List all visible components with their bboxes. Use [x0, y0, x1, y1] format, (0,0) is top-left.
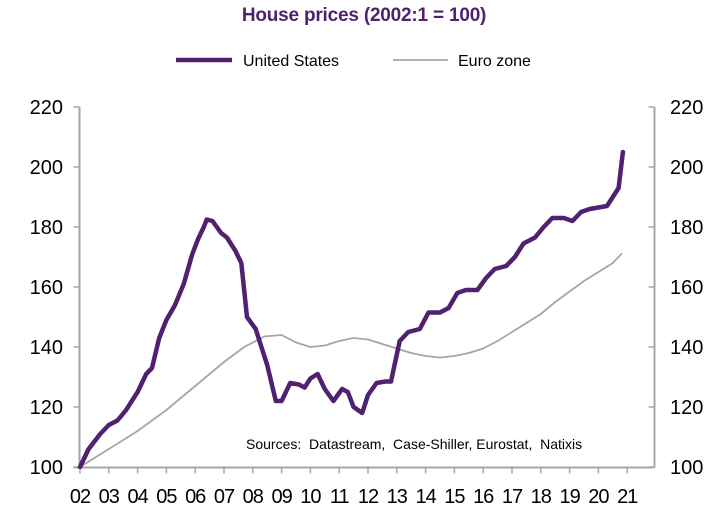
x-tick-label: 10 — [300, 486, 321, 508]
y-tick-label-left: 180 — [30, 217, 63, 239]
x-tick-label: 16 — [473, 486, 494, 508]
legend-label-euro-zone: Euro zone — [458, 53, 531, 70]
x-tick-label: 07 — [214, 486, 235, 508]
series-group — [77, 149, 626, 470]
chart-title: House prices (2002:1 = 100) — [241, 5, 487, 26]
x-tick-label: 03 — [99, 486, 120, 508]
axes: 100 100 120 120 140 140 160 160 180 180 200 200 220 2… — [30, 97, 704, 508]
y-tick-label-left: 120 — [30, 397, 63, 419]
y-tick-label-right: 140 — [670, 337, 703, 359]
x-tick-label: 08 — [243, 486, 264, 508]
y-tick-label-right: 160 — [670, 277, 703, 299]
x-tick-label: 11 — [330, 486, 350, 508]
x-tick-label: 17 — [502, 486, 523, 508]
legend: United States Euro zone — [176, 53, 531, 70]
x-tick-label: 19 — [559, 486, 580, 508]
x-tick-label: 12 — [358, 486, 379, 508]
y-tick-label-left: 140 — [30, 337, 63, 359]
y-tick-label-left: 220 — [30, 97, 63, 119]
legend-label-united-states: United States — [243, 53, 339, 70]
x-tick-label: 09 — [271, 486, 292, 508]
x-tick-label: 15 — [444, 486, 465, 508]
x-tick-label: 14 — [415, 486, 436, 508]
x-tick-label: 13 — [387, 486, 408, 508]
x-tick-label: 20 — [588, 486, 609, 508]
series-line-united-states — [77, 149, 626, 470]
y-tick-label-right: 200 — [670, 157, 703, 179]
x-tick-label: 21 — [617, 486, 638, 508]
x-tick-label: 04 — [127, 486, 148, 508]
y-tick-label-left: 200 — [30, 157, 63, 179]
x-tick-label: 05 — [156, 486, 177, 508]
y-tick-label-left: 100 — [30, 457, 63, 479]
x-tick-label: 18 — [531, 486, 552, 508]
y-tick-label-left: 160 — [30, 277, 63, 299]
y-tick-label-right: 100 — [670, 457, 703, 479]
y-tick-label-right: 180 — [670, 217, 703, 239]
y-tick-label-right: 120 — [670, 397, 703, 419]
x-tick-label: 06 — [185, 486, 206, 508]
sources-note: Sources: Datastream, Case-Shiller, Euros… — [246, 436, 582, 452]
y-tick-label-right: 220 — [670, 97, 703, 119]
x-tick-label: 02 — [70, 486, 91, 508]
